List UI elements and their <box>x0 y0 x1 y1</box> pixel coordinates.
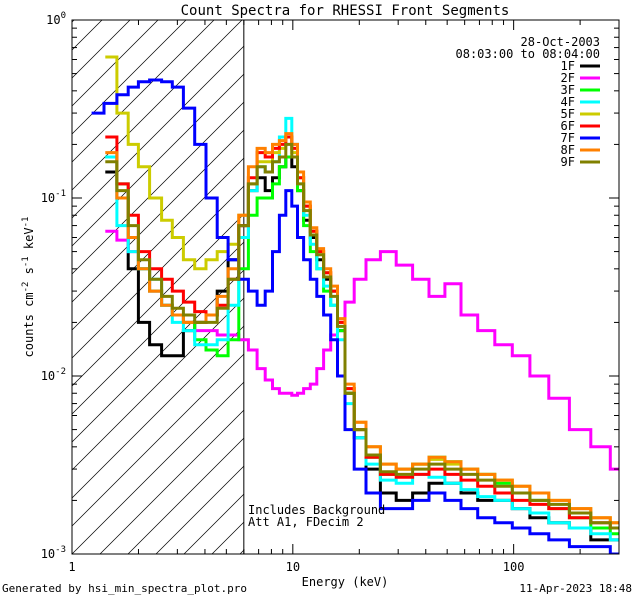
legend-label-1f: 1F <box>561 59 575 73</box>
legend-label-7f: 7F <box>561 131 575 145</box>
chart-title: Count Spectra for RHESSI Front Segments <box>181 3 510 19</box>
hatch-line <box>324 0 640 554</box>
legend-label-9f: 9F <box>561 155 575 169</box>
hatch-line <box>72 20 187 135</box>
legend-label-4f: 4F <box>561 95 575 109</box>
hatch-line <box>72 269 244 443</box>
y-axis-label: counts cm-2 s-1 keV-1 <box>21 217 36 358</box>
x-axis-label: Energy (keV) <box>302 575 389 589</box>
hatch-line <box>72 20 215 163</box>
hatch-line <box>72 20 159 107</box>
x-tick-label: 100 <box>503 560 525 574</box>
legend-label-6f: 6F <box>561 119 575 133</box>
generated-by-footer: Generated by hsi_min_spectra_plot.pro <box>2 582 248 595</box>
background-note: Includes Background <box>248 503 385 517</box>
y-tick-label: 10-1 <box>41 189 66 205</box>
series-line-7f <box>91 78 619 554</box>
y-tick-label: 100 <box>46 11 66 27</box>
series-line-9f <box>105 142 619 530</box>
time-range-label: 08:03:00 to 08:04:00 <box>456 47 601 61</box>
y-tick-label: 10-2 <box>41 367 66 383</box>
hatch-line <box>72 157 244 331</box>
hatch-line <box>72 381 244 554</box>
legend-label-3f: 3F <box>561 83 575 97</box>
hatch-line <box>72 353 244 527</box>
hatch-line <box>72 241 244 415</box>
timestamp-footer: 11-Apr-2023 18:48 <box>519 582 632 595</box>
hatch-line <box>211 521 244 554</box>
hatch-line <box>296 0 640 554</box>
x-tick-label: 1 <box>68 560 75 574</box>
hatch-line <box>72 129 244 303</box>
background-hatch-region <box>0 0 640 554</box>
hatch-line <box>0 0 72 554</box>
legend-label-8f: 8F <box>561 143 575 157</box>
hatch-line <box>72 297 244 471</box>
hatch-line <box>72 73 244 247</box>
legend-label-5f: 5F <box>561 107 575 121</box>
x-tick-label: 10 <box>286 560 300 574</box>
hatch-line <box>72 213 244 387</box>
legend-label-2f: 2F <box>561 71 575 85</box>
hatch-line <box>72 20 75 23</box>
hatch-line <box>72 325 244 499</box>
date-label: 28-Oct-2003 <box>521 35 600 49</box>
y-tick-label: 10-3 <box>41 545 66 561</box>
attenuator-note: Att A1, FDecim 2 <box>248 515 364 529</box>
hatch-line <box>99 409 244 554</box>
hatch-line <box>127 437 244 554</box>
hatch-line <box>72 101 244 275</box>
hatch-line <box>72 45 244 219</box>
hatch-line <box>239 549 244 554</box>
hatch-line <box>72 185 244 359</box>
plot-frame <box>71 19 620 555</box>
series-line-4f <box>105 116 619 542</box>
hatch-line <box>72 20 103 51</box>
